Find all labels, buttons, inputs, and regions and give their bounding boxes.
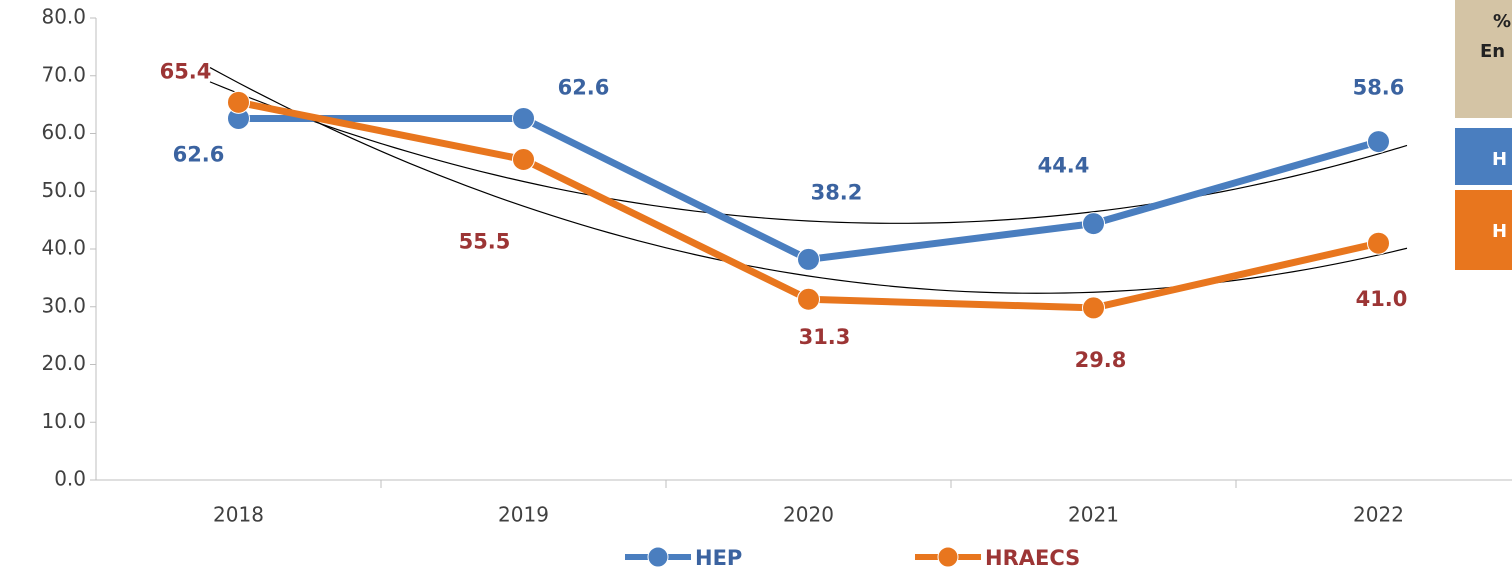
data-label: 44.4 <box>1038 154 1090 178</box>
data-label: 31.3 <box>799 325 851 349</box>
y-tick-label: 0.0 <box>54 467 86 491</box>
y-tick-label: 60.0 <box>41 120 86 144</box>
series-line <box>239 102 1379 308</box>
point <box>228 91 250 113</box>
point <box>1083 297 1105 319</box>
y-tick-label: 30.0 <box>41 293 86 317</box>
legend-label: HEP <box>695 546 742 570</box>
y-tick-label: 70.0 <box>41 62 86 86</box>
data-label: 65.4 <box>160 59 212 83</box>
y-tick-label: 80.0 <box>41 5 86 29</box>
point <box>1368 232 1390 254</box>
x-tick-label: 2022 <box>1353 503 1404 527</box>
y-tick-label: 50.0 <box>41 178 86 202</box>
side-panel-text: H <box>1492 149 1507 170</box>
data-label: 62.6 <box>173 142 225 166</box>
data-label: 62.6 <box>558 75 610 99</box>
y-tick-label: 40.0 <box>41 236 86 260</box>
point <box>798 248 820 270</box>
data-label: 55.5 <box>459 229 511 253</box>
legend-marker <box>938 547 958 567</box>
page: {"chart_data": {"type": "line", "categor… <box>0 0 1512 575</box>
y-tick-label: 10.0 <box>41 409 86 433</box>
point <box>1368 131 1390 153</box>
x-tick-label: 2018 <box>213 503 264 527</box>
data-label: 58.6 <box>1353 76 1405 100</box>
x-tick-label: 2021 <box>1068 503 1119 527</box>
x-tick-label: 2020 <box>783 503 834 527</box>
point <box>1083 213 1105 235</box>
data-label: 29.8 <box>1075 348 1127 372</box>
side-panel-text: En <box>1480 41 1505 62</box>
y-tick-label: 20.0 <box>41 351 86 375</box>
point <box>513 107 535 129</box>
data-label: 41.0 <box>1356 287 1408 311</box>
data-label: 38.2 <box>811 180 863 204</box>
side-panel-text: % <box>1493 11 1511 32</box>
legend-label: HRAECS <box>985 546 1080 570</box>
legend-marker <box>648 547 668 567</box>
trendline <box>210 82 1407 223</box>
point <box>513 148 535 170</box>
point <box>798 288 820 310</box>
side-panel-text: H <box>1492 221 1507 242</box>
chart: % En H H 0.0 10.0 20.0 30.0 40.0 50.0 60.0 70.0… <box>0 0 1512 575</box>
x-tick-label: 2019 <box>498 503 549 527</box>
